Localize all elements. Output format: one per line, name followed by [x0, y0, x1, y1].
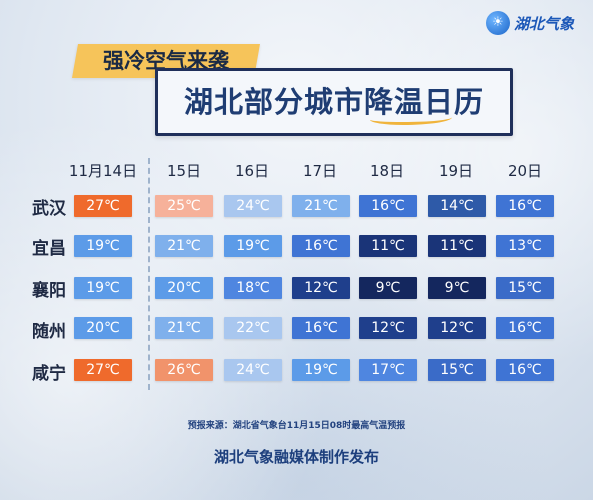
temp-cell: 24℃ — [224, 195, 282, 217]
page-title: 湖北部分城市降温日历 — [183, 85, 484, 119]
temp-cell: 16℃ — [359, 195, 417, 217]
brand-name: 湖北气象 — [514, 14, 575, 33]
date-header: 19日 — [438, 162, 474, 180]
temp-cell: 22℃ — [224, 317, 282, 339]
temp-cell: 11℃ — [428, 235, 486, 257]
forecast-source-note: 预报来源：湖北省气象台11月15日08时最高气温预报 — [187, 421, 406, 431]
temp-cell: 26℃ — [155, 359, 213, 381]
temp-cell: 25℃ — [155, 195, 213, 217]
temp-cell: 16℃ — [496, 359, 554, 381]
temp-cell: 16℃ — [496, 195, 554, 217]
temp-cell: 19℃ — [224, 235, 282, 257]
city-label: 襄阳 — [32, 281, 66, 301]
date-header: 17日 — [302, 162, 338, 180]
temp-cell: 16℃ — [292, 317, 350, 339]
temp-cell: 19℃ — [292, 359, 350, 381]
temp-cell: 20℃ — [155, 277, 213, 299]
city-label: 武汉 — [32, 199, 66, 219]
date-header: 16日 — [234, 162, 270, 180]
temp-cell: 11℃ — [359, 235, 417, 257]
temp-cell: 9℃ — [428, 277, 486, 299]
temp-cell: 15℃ — [496, 277, 554, 299]
temp-cell: 27℃ — [74, 195, 132, 217]
temp-cell: 27℃ — [74, 359, 132, 381]
temp-cell: 15℃ — [428, 359, 486, 381]
temp-cell: 19℃ — [74, 235, 132, 257]
weather-logo-icon: ☀ — [486, 11, 510, 35]
temp-cell: 14℃ — [428, 195, 486, 217]
brand-logo: ☀ 湖北气象 — [486, 10, 574, 36]
city-label: 咸宁 — [32, 364, 66, 384]
temp-cell: 13℃ — [496, 235, 554, 257]
temp-cell: 12℃ — [359, 317, 417, 339]
temp-cell: 21℃ — [292, 195, 350, 217]
publisher-credit: 湖北气象融媒体制作发布 — [213, 448, 379, 466]
today-divider — [148, 158, 150, 390]
date-header: 15日 — [166, 162, 202, 180]
temp-cell: 21℃ — [155, 235, 213, 257]
temp-cell: 12℃ — [292, 277, 350, 299]
title-box — [155, 68, 513, 136]
temp-cell: 16℃ — [496, 317, 554, 339]
date-header: 18日 — [369, 162, 405, 180]
temp-cell: 19℃ — [74, 277, 132, 299]
temp-cell: 17℃ — [359, 359, 417, 381]
temp-cell: 21℃ — [155, 317, 213, 339]
temp-cell: 12℃ — [428, 317, 486, 339]
temp-cell: 18℃ — [224, 277, 282, 299]
title-underline-decoration — [370, 112, 452, 125]
temp-cell: 16℃ — [292, 235, 350, 257]
date-header: 11月14日 — [68, 162, 138, 180]
city-label: 随州 — [32, 322, 66, 342]
temp-cell: 24℃ — [224, 359, 282, 381]
temp-cell: 9℃ — [359, 277, 417, 299]
city-label: 宜昌 — [32, 239, 66, 259]
date-header: 20日 — [507, 162, 543, 180]
temp-cell: 20℃ — [74, 317, 132, 339]
